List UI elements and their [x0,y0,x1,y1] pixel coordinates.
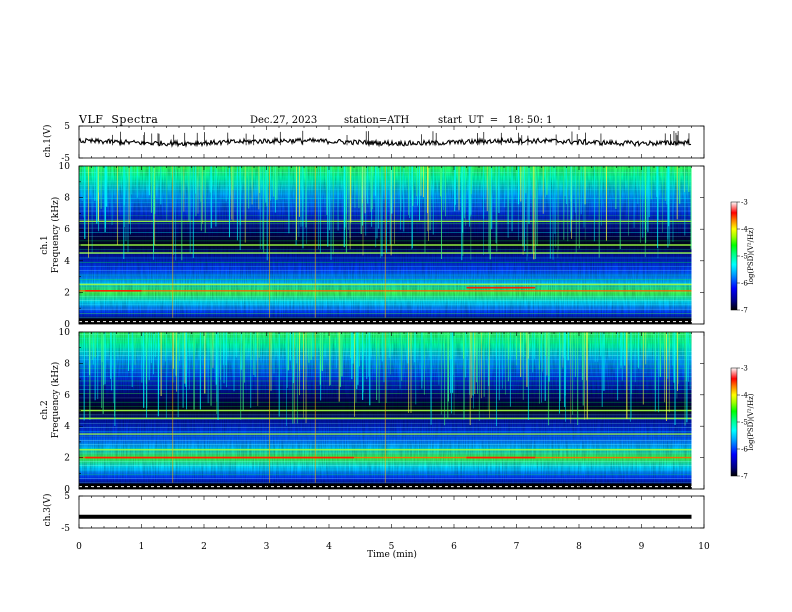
colorbar-label: log(PSD)(V²/Hz) [747,227,755,284]
y-tick-label: 6 [64,391,70,401]
y-tick-label: 2 [64,454,70,464]
start-time-label: start UT = 18: 50: 1 [438,115,553,126]
ch3-volt-ylabel: ch.3(V) [42,494,53,527]
x-tick-label: 1 [139,542,145,552]
colorbar-tick-label: -3 [741,199,748,207]
x-tick-label: 6 [451,542,457,552]
y-tick-label: 5 [64,492,70,502]
colorbar-tick-label: -6 [741,446,748,454]
colorbar-tick-label: -4 [741,392,748,400]
ch2-freq-ylabel-line2: Frequency (kHz) [50,362,61,439]
x-tick-label: 7 [514,542,520,552]
y-tick-label: 6 [64,225,70,235]
ch1-waveform-panel [78,130,692,148]
colorbar-label: log(PSD)(V²/Hz) [747,393,755,450]
x-tick-label: 3 [264,542,270,552]
ch1-freq-ylabel-line2: Frequency (kHz) [50,197,61,274]
y-tick-label: -5 [61,524,70,534]
x-axis-label: Time (min) [367,549,417,560]
ch2-freq-ylabel-line1: ch.2 [40,400,50,419]
y-tick-label: 8 [64,359,70,369]
x-tick-label: 5 [389,542,395,552]
colorbar-gradient [730,367,738,477]
ch1-spectrogram [79,166,694,324]
ch1-volt-ylabel: ch.1(V) [42,125,53,158]
y-tick-label: 2 [64,288,70,298]
date-label: Dec.27, 2023 [250,115,318,126]
y-tick-label: 8 [64,194,70,204]
colorbar-tick-label: -5 [741,253,748,261]
figure-title: VLF Spectra [79,113,159,126]
y-tick-label: 4 [64,257,70,267]
y-tick-label: -5 [61,154,70,164]
y-tick-label: 10 [59,328,71,338]
y-tick-label: 10 [59,162,71,172]
y-tick-label: 0 [64,485,70,495]
colorbar-tick-label: -7 [741,473,748,481]
x-tick-label: 10 [698,542,710,552]
panel-frame [78,495,705,529]
x-tick-label: 0 [76,542,82,552]
colorbar-tick-label: -5 [741,419,748,427]
ch1-freq-ylabel-line1: ch.1 [40,235,50,254]
x-tick-label: 9 [639,542,645,552]
station-label: station=ATH [344,115,410,126]
x-tick-label: 8 [576,542,582,552]
y-tick-label: 4 [64,422,70,432]
x-tick-label: 4 [326,542,332,552]
colorbar-gradient [730,201,738,311]
colorbar-tick-label: -3 [741,365,748,373]
colorbar-tick-label: -7 [741,307,748,315]
ch1-colorbar: -3 -4 -5 -6 -7 log(PSD)(V²/Hz) [730,199,755,315]
colorbar-tick-label: -6 [741,280,748,288]
ch2-spectrogram [79,332,694,489]
colorbar-tick-label: -4 [741,226,748,234]
y-tick-label: 0 [64,320,70,330]
x-tick-label: 2 [201,542,207,552]
y-tick-label: 5 [64,122,70,132]
waveform-trace [78,136,692,148]
ch2-colorbar: -3 -4 -5 -6 -7 log(PSD)(V²/Hz) [730,365,755,481]
